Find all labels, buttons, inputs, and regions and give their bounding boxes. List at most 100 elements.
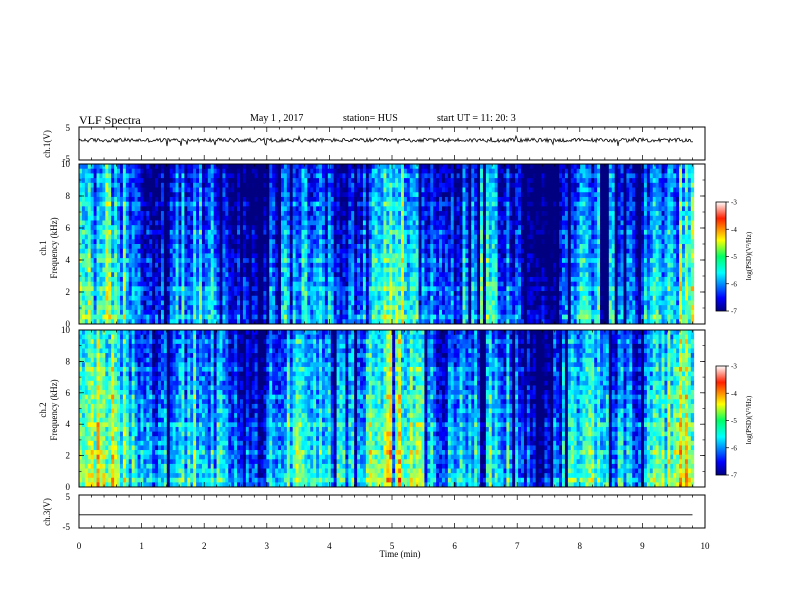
ch1-spectrogram-cell bbox=[401, 206, 405, 212]
ch1-spectrogram-cell bbox=[169, 225, 174, 231]
ch1-spectrogram-cell bbox=[439, 220, 443, 226]
ch1-spectrogram-cell bbox=[199, 187, 203, 193]
ch1-spectrogram-cell bbox=[465, 220, 469, 226]
ch1-spectrogram-cell bbox=[125, 234, 130, 240]
ch1-spectrogram-cell bbox=[275, 201, 279, 207]
ch1-spectrogram-cell bbox=[201, 262, 206, 268]
ch1-spectrogram-cell bbox=[398, 305, 402, 311]
ch1-spectrogram-cell bbox=[371, 244, 376, 250]
ch1-spectrogram-cell bbox=[105, 248, 109, 254]
ch1-spectrogram-cell bbox=[386, 248, 390, 254]
ch1-spectrogram-cell bbox=[90, 164, 95, 170]
ch1-spectrogram-cell bbox=[348, 225, 352, 231]
ch1-spectrogram-cell bbox=[140, 281, 144, 287]
ch1-spectrogram-cell bbox=[155, 258, 159, 264]
ch1-spectrogram-cell bbox=[187, 168, 191, 174]
ch1-spectrogram-cell bbox=[362, 309, 367, 315]
ch1-spectrogram-cell bbox=[488, 253, 493, 259]
ch1-spectrogram-cell bbox=[491, 272, 496, 278]
ch1-spectrogram-cell bbox=[172, 319, 176, 325]
ch1-spectrogram-cell bbox=[462, 206, 466, 212]
ch1-spectrogram-cell bbox=[465, 295, 469, 301]
ch1-spectrogram-cell bbox=[488, 164, 493, 170]
ch1-spectrogram-cell bbox=[178, 291, 182, 297]
ch1-spectrogram-cell bbox=[260, 309, 264, 315]
ch1-spectrogram-cell bbox=[114, 314, 118, 320]
ch1-spectrogram-cell bbox=[175, 211, 179, 217]
ch1-spectrogram-cell bbox=[321, 164, 326, 170]
ch1-spectrogram-cell bbox=[389, 267, 393, 273]
ch1-spectrogram-cell bbox=[278, 272, 282, 278]
ch1-spectrogram-cell bbox=[354, 276, 358, 283]
ch1-spectrogram-cell bbox=[345, 187, 349, 193]
ch1-spectrogram-cell bbox=[149, 196, 153, 203]
ch1-spectrogram-cell bbox=[491, 305, 496, 311]
ch1-spectrogram-cell bbox=[424, 281, 428, 287]
ch1-spectrogram-cell bbox=[324, 244, 329, 250]
ch1-spectrogram-cell bbox=[234, 305, 238, 311]
ch1-spectrogram-cell bbox=[137, 281, 141, 287]
ch1-spectrogram-cell bbox=[336, 244, 340, 250]
ch1-spectrogram-cell bbox=[149, 319, 153, 325]
ch1-spectrogram-cell bbox=[319, 314, 323, 320]
ch1-spectrogram-cell bbox=[447, 319, 452, 325]
ch1-spectrogram-cell bbox=[245, 234, 250, 240]
ch1-spectrogram-cell bbox=[447, 234, 452, 240]
ch1-spectrogram-cell bbox=[269, 201, 273, 207]
ch1-spectrogram-cell bbox=[380, 305, 384, 311]
ch1-spectrogram-cell bbox=[280, 168, 285, 174]
ch1-spectrogram-cell bbox=[269, 291, 273, 297]
ch1-spectrogram-cell bbox=[275, 262, 279, 268]
ch1-spectrogram-cell bbox=[357, 262, 361, 268]
ch1-spectrogram-cell bbox=[295, 164, 299, 170]
ch1-spectrogram-cell bbox=[222, 258, 226, 264]
ch1-spectrogram-cell bbox=[190, 258, 194, 264]
ch1-spectrogram-cell bbox=[316, 253, 320, 259]
ch1-spectrogram-cell bbox=[424, 192, 428, 198]
ch1-spectrogram-cell bbox=[386, 201, 390, 207]
ch1-spectrogram-cell bbox=[474, 239, 478, 245]
ch1-spectrogram-cell bbox=[102, 281, 106, 287]
ch1-spectrogram-cell bbox=[260, 196, 264, 203]
ch1-spectrogram-cell bbox=[158, 248, 162, 254]
ch1-spectrogram-cell bbox=[280, 192, 285, 198]
ch1-spectrogram-cell bbox=[395, 319, 399, 325]
ch1-spectrogram-cell bbox=[263, 206, 267, 212]
ch1-spectrogram-cell bbox=[482, 220, 487, 226]
ch1-spectrogram-cell bbox=[494, 309, 499, 315]
ch1-spectrogram-cell bbox=[275, 258, 279, 264]
ch1-spectrogram-cell bbox=[201, 220, 206, 226]
ch1-spectrogram-cell bbox=[450, 244, 455, 250]
ch1-spectrogram-cell bbox=[342, 262, 346, 268]
ch1-spectrogram-cell bbox=[87, 187, 92, 193]
ch1-spectrogram-cell bbox=[342, 276, 346, 283]
ch1-spectrogram-cell bbox=[471, 215, 475, 221]
ch1-spectrogram-cell bbox=[199, 173, 203, 179]
ch1-spectrogram-cell bbox=[242, 295, 247, 301]
ch1-spectrogram-cell bbox=[216, 267, 220, 273]
ch1-spectrogram-cell bbox=[327, 192, 332, 198]
ch1-spectrogram-cell bbox=[122, 239, 127, 245]
ch1-spectrogram-cell bbox=[333, 276, 337, 283]
ch1-spectrogram-cell bbox=[242, 164, 247, 170]
ch1-spectrogram-cell bbox=[219, 262, 223, 268]
ch1-spectrogram-cell bbox=[485, 229, 490, 235]
ch1-spectrogram-cell bbox=[365, 319, 370, 325]
ch1-spectrogram-cell bbox=[117, 253, 121, 259]
ch1-spectrogram-cell bbox=[406, 305, 411, 311]
ch1-spectrogram-cell bbox=[166, 173, 171, 179]
ch1-spectrogram-cell bbox=[111, 276, 115, 283]
ch1-spectrogram-cell bbox=[482, 295, 487, 301]
ch1-spectrogram-cell bbox=[345, 272, 349, 278]
ch1-spectrogram-cell bbox=[152, 215, 156, 221]
ch1-spectrogram-cell bbox=[149, 291, 153, 297]
ch1-spectrogram-cell bbox=[272, 281, 276, 287]
ch1-spectrogram-cell bbox=[160, 267, 165, 273]
ch1-spectrogram-cell bbox=[166, 309, 171, 315]
ch1-spectrogram-cell bbox=[152, 295, 156, 301]
ch1-spectrogram-cell bbox=[93, 187, 97, 193]
ch1-spectrogram-cell bbox=[190, 300, 194, 306]
ch1-spectrogram-cell bbox=[342, 192, 346, 198]
ch1-spectrogram-cell bbox=[292, 291, 297, 297]
